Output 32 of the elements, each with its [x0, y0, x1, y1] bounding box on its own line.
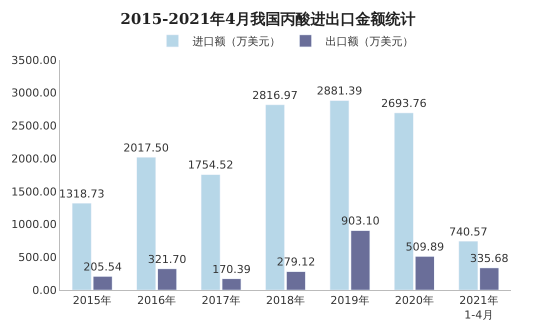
x-tick-label: 2021年 1-4月 — [459, 294, 498, 322]
chart-title: 2015-2021年4月我国丙酸进出口金额统计 — [120, 10, 416, 28]
data-label: 903.10 — [341, 214, 380, 228]
x-tick-label: 2016年 — [137, 294, 176, 308]
y-tick-label: 2000.00 — [11, 152, 57, 166]
y-tick-label: 3000.00 — [11, 86, 57, 100]
data-label: 2017.50 — [123, 141, 169, 154]
x-tick-label: 2015年 — [72, 294, 112, 308]
data-label: 2881.39 — [316, 84, 362, 98]
data-label: 2693.76 — [381, 96, 427, 110]
data-label: 1318.73 — [58, 187, 104, 200]
x-tick-label: 2020年 — [394, 294, 434, 308]
y-tick-label: 2500.00 — [11, 120, 57, 133]
data-label: 1754.52 — [188, 158, 234, 172]
data-label: 509.89 — [406, 240, 444, 254]
data-label: 321.70 — [148, 252, 186, 266]
x-tick-label: 2017年 — [202, 294, 241, 308]
legend-label: 出口额（万美元） — [326, 35, 414, 48]
legend-label: 进口额（万美元） — [192, 35, 280, 48]
y-tick-label: 3500.00 — [11, 54, 57, 67]
x-tick-label: 2018年 — [266, 294, 305, 308]
data-label: 205.54 — [83, 260, 122, 274]
x-tick-label: 2019年 — [330, 294, 370, 308]
data-label: 2816.97 — [252, 88, 298, 102]
y-tick-label: 0.00 — [32, 284, 57, 297]
data-label: 279.12 — [276, 256, 316, 269]
y-tick-label: 1500.00 — [11, 185, 57, 198]
data-label: 170.39 — [212, 262, 251, 276]
data-label: 335.68 — [470, 252, 509, 265]
data-label: 740.57 — [449, 225, 488, 238]
y-tick-label: 1000.00 — [11, 218, 57, 232]
y-tick-label: 500.00 — [18, 250, 57, 264]
